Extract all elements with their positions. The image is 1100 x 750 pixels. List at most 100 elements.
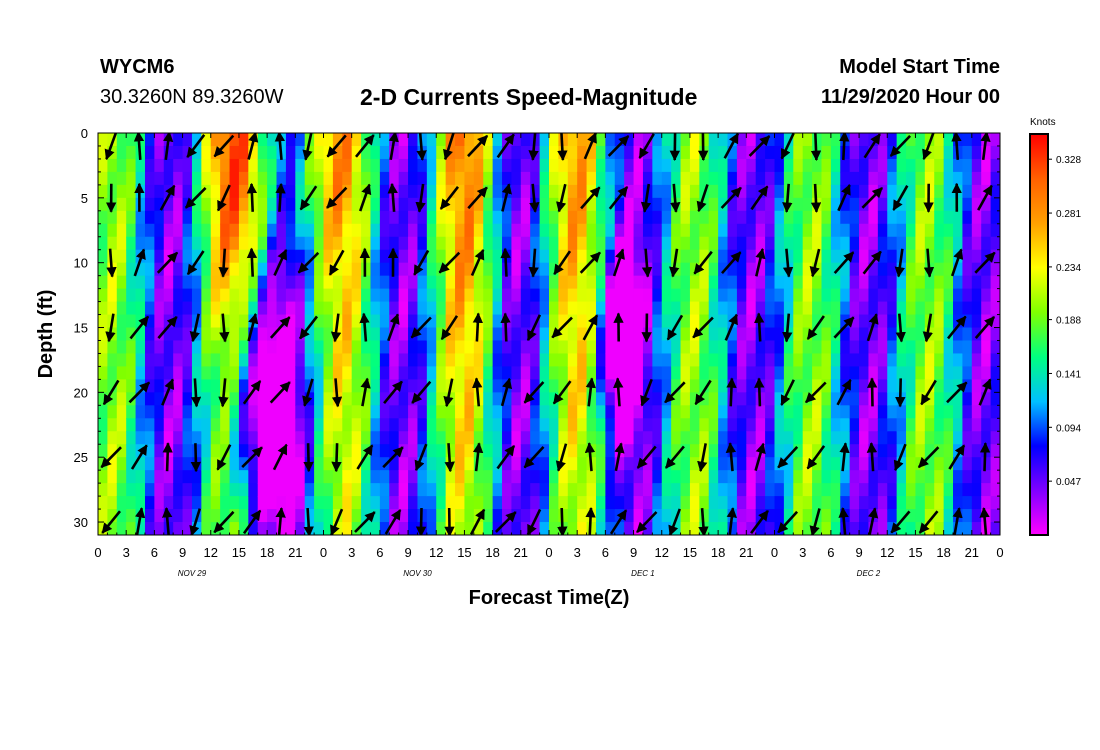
heatmap-cell bbox=[473, 431, 484, 445]
heatmap-cell bbox=[502, 522, 513, 535]
heatmap-cell bbox=[943, 444, 954, 458]
heatmap-cell bbox=[267, 509, 278, 523]
heatmap-cell bbox=[924, 418, 935, 432]
heatmap-cell bbox=[868, 236, 879, 251]
heatmap-cell bbox=[248, 457, 259, 471]
heatmap-cell bbox=[953, 133, 964, 147]
heatmap-cell bbox=[652, 431, 663, 445]
heatmap-cell bbox=[971, 158, 982, 173]
heatmap-cell bbox=[718, 171, 729, 186]
heatmap-cell bbox=[436, 496, 447, 510]
current-vector bbox=[102, 379, 120, 406]
current-vector bbox=[467, 134, 489, 158]
heatmap-cell bbox=[182, 418, 193, 432]
heatmap-cell bbox=[379, 249, 390, 264]
heatmap-cell bbox=[962, 457, 973, 471]
heatmap-cell bbox=[417, 275, 428, 290]
heatmap-cell bbox=[116, 496, 127, 510]
heatmap-cell bbox=[774, 353, 785, 368]
heatmap-cell bbox=[595, 509, 606, 523]
heatmap-cell bbox=[887, 379, 898, 393]
heatmap-cell bbox=[530, 288, 541, 303]
heatmap-cell bbox=[671, 457, 682, 471]
heatmap-cell bbox=[812, 353, 823, 368]
heatmap-cell bbox=[915, 223, 926, 238]
heatmap-cell bbox=[812, 288, 823, 303]
current-vector bbox=[810, 183, 822, 213]
heatmap-cell bbox=[492, 184, 503, 199]
x-tick-label: 21 bbox=[965, 545, 979, 560]
heatmap-cell bbox=[642, 158, 653, 173]
current-vector bbox=[358, 183, 372, 212]
heatmap-cell bbox=[464, 236, 475, 251]
heatmap-cell bbox=[173, 158, 184, 173]
heatmap-cell bbox=[126, 236, 137, 251]
current-vector bbox=[917, 446, 940, 469]
heatmap-cell bbox=[906, 145, 917, 160]
heatmap-cell bbox=[304, 509, 315, 523]
heatmap-cell bbox=[821, 522, 832, 535]
heatmap-cell bbox=[793, 133, 804, 147]
heatmap-cell bbox=[924, 301, 935, 316]
heatmap-cell bbox=[558, 158, 569, 173]
heatmap-cell bbox=[549, 158, 559, 173]
heatmap-cell bbox=[934, 262, 945, 277]
heatmap-cell bbox=[765, 496, 776, 510]
heatmap-cell bbox=[248, 392, 259, 406]
heatmap-cell bbox=[605, 470, 616, 484]
heatmap-cell bbox=[962, 236, 973, 251]
heatmap-cell bbox=[642, 210, 653, 225]
heatmap-cell bbox=[483, 431, 494, 445]
heatmap-cell bbox=[276, 522, 287, 535]
heatmap-cell bbox=[990, 366, 1000, 380]
heatmap-cell bbox=[708, 171, 719, 186]
heatmap-cell bbox=[830, 210, 841, 225]
heatmap-cell bbox=[887, 223, 898, 238]
heatmap-cell bbox=[633, 262, 644, 277]
heatmap-cell bbox=[708, 509, 719, 523]
heatmap-cell bbox=[342, 483, 353, 497]
heatmap-cell bbox=[934, 392, 945, 406]
heatmap-cell bbox=[924, 275, 935, 290]
heatmap-cell bbox=[840, 366, 851, 380]
heatmap-cell bbox=[953, 353, 964, 368]
heatmap-cell bbox=[389, 431, 400, 445]
heatmap-cell bbox=[154, 353, 165, 368]
heatmap-cell bbox=[642, 301, 653, 316]
chart-title: 2-D Currents Speed-Magnitude bbox=[360, 84, 698, 110]
current-vector bbox=[613, 377, 624, 407]
current-vector bbox=[920, 379, 937, 406]
heatmap-cell bbox=[783, 158, 794, 173]
heatmap-cell bbox=[990, 457, 1000, 471]
heatmap-cell bbox=[783, 340, 794, 355]
heatmap-cell bbox=[285, 249, 296, 264]
heatmap-cell bbox=[502, 470, 513, 484]
heatmap-cell bbox=[304, 496, 315, 510]
heatmap-cell bbox=[943, 236, 954, 251]
heatmap-cell bbox=[332, 210, 343, 225]
heatmap-cell bbox=[595, 392, 606, 406]
heatmap-cell bbox=[248, 496, 259, 510]
heatmap-cell bbox=[135, 366, 146, 380]
heatmap-cell bbox=[633, 327, 644, 342]
current-vector bbox=[242, 509, 262, 535]
heatmap-cell bbox=[887, 418, 898, 432]
current-vector bbox=[946, 315, 967, 340]
heatmap-cell bbox=[351, 457, 362, 471]
heatmap-cell bbox=[642, 133, 653, 147]
heatmap-cell bbox=[774, 392, 785, 406]
heatmap-cell bbox=[530, 340, 541, 355]
current-vector bbox=[552, 380, 572, 405]
heatmap-cell bbox=[624, 262, 635, 277]
heatmap-cell bbox=[765, 223, 776, 238]
heatmap-cell bbox=[285, 470, 296, 484]
heatmap-cell bbox=[191, 470, 202, 484]
heatmap-cell bbox=[614, 379, 625, 393]
heatmap-cell bbox=[408, 314, 419, 329]
heatmap-cell bbox=[342, 418, 353, 432]
heatmap-cell bbox=[595, 158, 606, 173]
heatmap-cell bbox=[210, 210, 221, 225]
heatmap-cell bbox=[426, 483, 437, 497]
heatmap-cell bbox=[934, 444, 945, 458]
heatmap-cell bbox=[445, 158, 456, 173]
